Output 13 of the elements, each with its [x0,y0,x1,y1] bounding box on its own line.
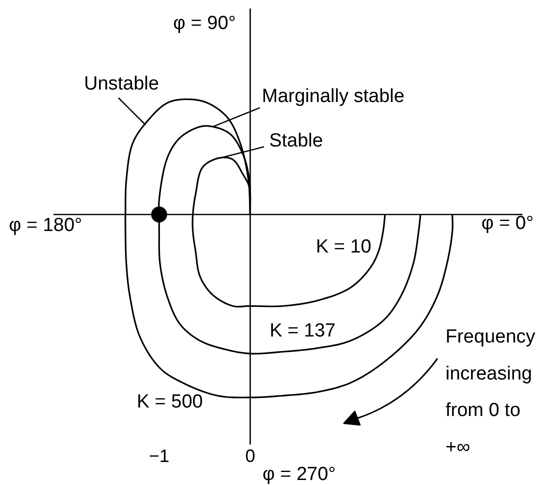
annotation: Marginally stable [262,86,404,108]
text: φ = 90° [173,13,236,34]
x-tick-label: −1 [148,446,170,466]
annotation: Stable [269,130,323,152]
series-label: K = 137 [270,320,336,342]
annotation: φ = 0° [481,213,534,234]
text: φ = 270° [262,464,336,485]
annotation: φ = 180° [8,215,82,236]
series-label: K = 500 [136,391,203,412]
annotation: Unstable [84,73,159,94]
series-label: K = 10 [316,236,372,258]
annotation: Frequency increasing from 0 to +∞ [446,326,536,458]
x-tick-label: 0 [245,446,256,466]
